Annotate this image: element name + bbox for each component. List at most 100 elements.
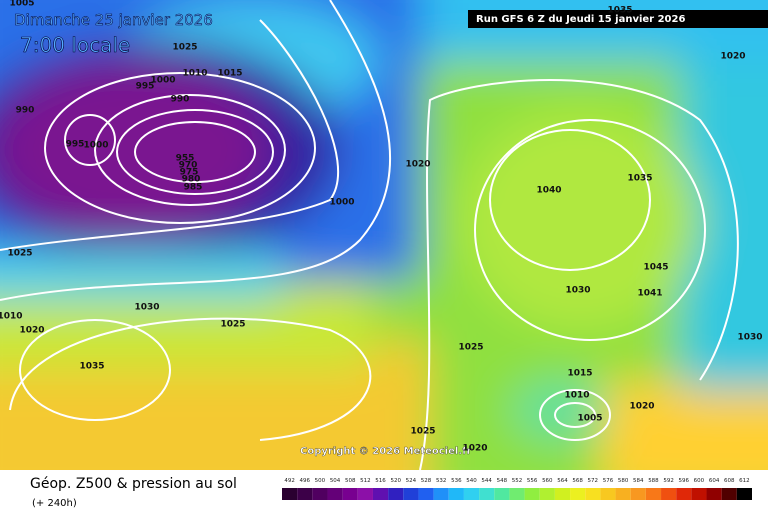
scale-swatch (448, 488, 464, 500)
scale-swatch (554, 488, 571, 500)
scale-swatch (388, 488, 404, 500)
scale-label: 560 (542, 478, 553, 484)
isobar-label: 1010 (182, 69, 207, 79)
scale-swatch (372, 488, 389, 500)
scale-label: 524 (406, 478, 417, 484)
isobar (116, 109, 274, 195)
scale-label: 516 (375, 478, 386, 484)
scale-swatch (691, 488, 707, 500)
isobar-label: 1005 (577, 414, 602, 424)
scale-label: 556 (527, 478, 538, 484)
local-time: 7:00 locale (20, 33, 130, 57)
scale-swatch (463, 488, 480, 500)
scale-swatch (312, 488, 328, 500)
scale-swatch (539, 488, 555, 500)
isobar-label: 1025 (172, 43, 197, 53)
isobar-label: 980 (182, 175, 201, 185)
scale-swatch (615, 488, 631, 500)
isobar-label: 1015 (217, 69, 242, 79)
isobar (474, 119, 706, 341)
scale-swatch (585, 488, 601, 500)
scale-swatch (630, 488, 646, 500)
scale-swatch (509, 488, 525, 500)
isobar-label: 1000 (83, 141, 108, 151)
scale-swatch (524, 488, 540, 500)
scale-swatch (282, 488, 298, 500)
isobar (9, 317, 372, 441)
isobar (539, 389, 611, 441)
scale-label: 504 (330, 478, 341, 484)
scale-swatch (297, 488, 313, 500)
isobar-label: 1005 (9, 0, 34, 9)
scale-label: 492 (284, 478, 295, 484)
scale-swatch (645, 488, 662, 500)
scale-label: 608 (724, 478, 735, 484)
scale-label: 512 (360, 478, 371, 484)
isobar-label: 970 (179, 161, 198, 171)
scale-swatch (570, 488, 586, 500)
isobar-label: 1041 (637, 289, 662, 299)
scale-label: 576 (603, 478, 614, 484)
isobar (419, 79, 739, 470)
isobar (134, 121, 256, 183)
isobar-label: 1030 (565, 286, 590, 296)
scale-swatch (706, 488, 722, 500)
scale-swatch (600, 488, 616, 500)
isobar (44, 72, 316, 224)
scale-label: 612 (739, 478, 750, 484)
scale-swatch (661, 488, 677, 500)
scale-label: 580 (618, 478, 629, 484)
isobar-label: 1010 (564, 391, 589, 401)
scale-label: 500 (315, 478, 326, 484)
scale-label: 568 (572, 478, 583, 484)
lead-time: (+ 240h) (32, 498, 77, 509)
scale-swatch (418, 488, 434, 500)
isobar-label: 1010 (0, 312, 23, 322)
scale-label: 496 (299, 478, 310, 484)
scale-label: 572 (588, 478, 599, 484)
isobar-label: 1020 (405, 160, 430, 170)
isobar (489, 129, 651, 271)
scale-swatch (342, 488, 358, 500)
scale-label: 532 (436, 478, 447, 484)
scale-swatch (357, 488, 373, 500)
valid-date: Dimanche 25 janvier 2026 (14, 11, 213, 29)
scale-label: 528 (421, 478, 432, 484)
scale-label: 520 (390, 478, 401, 484)
isobar (0, 19, 340, 251)
isobar (94, 94, 286, 206)
scale-swatch (327, 488, 343, 500)
scale-label: 544 (481, 478, 492, 484)
isobar-label: 995 (136, 82, 155, 92)
scale-label: 588 (648, 478, 659, 484)
scale-label: 508 (345, 478, 356, 484)
footer: Géop. Z500 & pression au sol (+ 240h) 49… (30, 476, 752, 509)
scale-label: 540 (466, 478, 477, 484)
scale-swatch (494, 488, 510, 500)
isobar-label: 1030 (737, 333, 762, 343)
isobar-label: 1020 (720, 52, 745, 62)
color-scale: 492 496 500 504 508 512 516 520 524 528 532 536 540 5… (282, 478, 752, 500)
isobar-label: 990 (171, 95, 190, 105)
isobar-label: 1035 (607, 6, 632, 16)
isobar-label: 1015 (567, 369, 592, 379)
scale-label: 552 (512, 478, 523, 484)
weather-map: Run GFS 6 Z du Jeudi 15 janvier 2026 Dim… (0, 0, 768, 470)
isobar-label: 1035 (79, 362, 104, 372)
isobar-label: 1025 (7, 249, 32, 259)
isobars (0, 0, 738, 470)
scale-label: 564 (557, 478, 568, 484)
scale-label: 592 (663, 478, 674, 484)
scale-swatch (736, 488, 752, 500)
copyright: Copyright © 2026 Meteociel.fr (300, 446, 471, 457)
scale-label: 604 (709, 478, 720, 484)
scale-label: 536 (451, 478, 462, 484)
isobar (554, 402, 596, 428)
isobar-label: 985 (184, 183, 203, 193)
isobar (0, 0, 392, 301)
scale-swatch (403, 488, 419, 500)
run-info: Run GFS 6 Z du Jeudi 15 janvier 2026 (476, 14, 685, 25)
isobar-label: 1020 (19, 326, 44, 336)
run-banner (468, 10, 768, 28)
